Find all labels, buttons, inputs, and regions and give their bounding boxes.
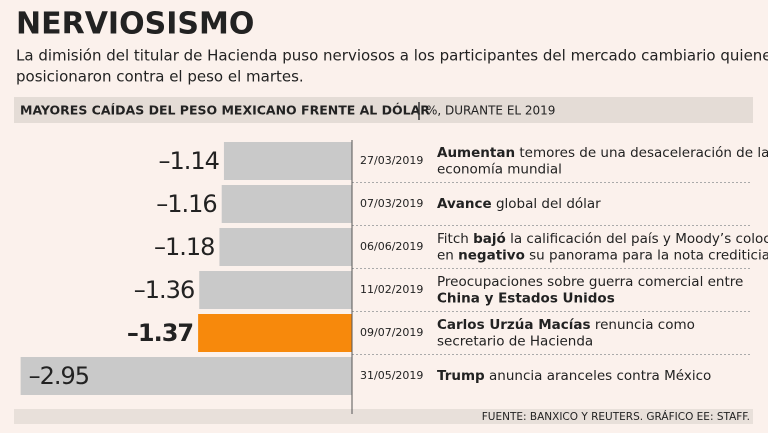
description: Trump anuncia aranceles contra México (437, 368, 711, 384)
subtitle: posicionaron contra el peso el martes. (16, 68, 304, 86)
date-label: 11/02/2019 (360, 283, 423, 296)
chart-subtitle: %, DURANTE EL 2019 (426, 104, 555, 118)
chart-title: MAYORES CAÍDAS DEL PESO MEXICANO FRENTE … (20, 103, 430, 118)
value-label: –1.18 (154, 233, 214, 261)
description: en negativo su panorama para la nota cre… (437, 247, 768, 263)
value-label: –2.95 (29, 362, 89, 390)
description-segment: la calificación del país y Moody’s coloc… (506, 231, 768, 247)
date-label: 06/06/2019 (360, 240, 423, 253)
description: Preocupaciones sobre guerra comercial en… (437, 274, 743, 290)
description-segment: Preocupaciones sobre guerra comercial en… (437, 274, 743, 290)
description-segment: en (437, 247, 458, 263)
description-segment: renuncia como (591, 317, 695, 333)
description-segment: negativo (458, 247, 525, 263)
description-segment: temores de una desaceleración de la (515, 145, 768, 161)
bar (221, 185, 352, 223)
date-label: 07/03/2019 (360, 197, 423, 210)
description-segment: global del dólar (492, 196, 602, 212)
description: Fitch bajó la calificación del país y Mo… (437, 231, 768, 247)
bar (219, 228, 352, 266)
description-segment: bajó (473, 231, 506, 247)
date-label: 31/05/2019 (360, 369, 423, 382)
value-label: –1.37 (127, 319, 193, 347)
title: NERVIOSISMO (16, 7, 254, 42)
description-segment: economía mundial (437, 161, 562, 177)
header-bar (14, 97, 753, 123)
value-label: –1.36 (134, 276, 194, 304)
description: Carlos Urzúa Macías renuncia como (437, 317, 695, 333)
bar (198, 314, 352, 352)
description: Avance global del dólar (437, 196, 601, 212)
description-segment: China y Estados Unidos (437, 290, 615, 306)
description: economía mundial (437, 161, 562, 177)
source: FUENTE: BANXICO Y REUTERS. GRÁFICO EE: S… (482, 410, 750, 423)
description-segment: su panorama para la nota crediticia (525, 247, 768, 263)
bar (223, 142, 352, 180)
date-label: 27/03/2019 (360, 154, 423, 167)
description-segment: Carlos Urzúa Macías (437, 317, 591, 333)
value-label: –1.14 (159, 147, 219, 175)
description: Aumentan temores de una desaceleración d… (437, 145, 768, 161)
date-label: 09/07/2019 (360, 326, 423, 339)
value-label: –1.16 (156, 190, 216, 218)
description-segment: secretario de Hacienda (437, 333, 593, 349)
footer-bar (14, 409, 753, 424)
subtitle: La dimisión del titular de Hacienda puso… (16, 47, 768, 65)
description: China y Estados Unidos (437, 290, 615, 306)
description-segment: Trump (437, 368, 485, 384)
description-segment: anuncia aranceles contra México (485, 368, 712, 384)
bar (20, 357, 352, 395)
bar (199, 271, 352, 309)
description: secretario de Hacienda (437, 333, 593, 349)
description-segment: Aumentan (437, 145, 515, 161)
description-segment: Fitch (437, 231, 473, 247)
description-segment: Avance (437, 196, 492, 212)
